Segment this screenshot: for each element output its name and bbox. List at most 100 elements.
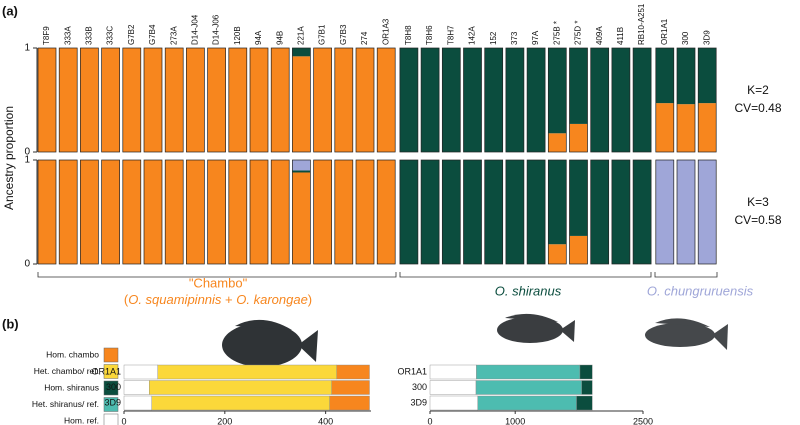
ancestry-segment (292, 56, 311, 152)
y-tick-label: 1 (24, 155, 30, 166)
fish-image (222, 319, 318, 367)
ancestry-segment (484, 160, 503, 264)
bar-outline (505, 47, 525, 153)
sample-label: 221A (297, 26, 306, 45)
genotype-segment (331, 380, 370, 395)
legend-label: Hom. ref. (64, 415, 99, 425)
sample-label: RB10-A251 (637, 3, 646, 45)
genotype-segment (149, 380, 332, 395)
y-tick-label: 0 (24, 147, 30, 158)
ancestry-segment (356, 160, 374, 264)
genotype-segment (123, 395, 152, 411)
bar-outline (186, 47, 205, 153)
bar-outline (101, 159, 120, 265)
genotype-segment (576, 395, 593, 411)
legend-swatch (103, 347, 119, 363)
ancestry-segment (677, 48, 695, 105)
bar-outline (547, 47, 567, 153)
bar-outline (58, 159, 78, 265)
genotype-segment (123, 380, 150, 395)
row-label: 3D9 (410, 397, 427, 407)
ancestry-segment (548, 133, 567, 152)
genotype-segment (579, 364, 593, 380)
ancestry-segment (611, 48, 630, 152)
ancestry-segment (144, 48, 162, 152)
ancestry-segment (313, 160, 332, 264)
ancestry-segment (677, 104, 695, 152)
ancestry-segment (590, 160, 609, 264)
bar-outline (590, 159, 610, 265)
ancestry-segment (80, 160, 99, 264)
ancestry-segment (101, 48, 120, 152)
bar-outline (526, 159, 546, 265)
sample-label: OR1A3 (381, 18, 390, 45)
ancestry-segment (421, 160, 440, 264)
ancestry-segment (548, 244, 567, 264)
bar-outline (676, 159, 696, 265)
bar-outline (122, 47, 142, 153)
sample-label: OR1A1 (660, 18, 669, 45)
x-tick-label: 0 (121, 416, 126, 425)
bar-outline (228, 47, 248, 153)
ancestry-segment (271, 48, 290, 152)
bar-outline (484, 159, 504, 265)
sample-label: 373 (510, 31, 519, 45)
fish-image (497, 313, 575, 343)
ancestry-segment (569, 160, 588, 236)
sample-label: T8F9 (42, 26, 51, 45)
bar-outline (399, 47, 419, 153)
genotype-segment (123, 364, 158, 380)
bar-outline (463, 47, 482, 153)
sample-label: 3D9 (702, 30, 711, 45)
bar-outline (207, 47, 226, 153)
ancestry-segment (334, 48, 353, 152)
ancestry-segment (250, 48, 268, 152)
legend-swatch (103, 413, 119, 425)
sample-label: 275D * (574, 21, 583, 45)
bar-outline (313, 47, 332, 153)
bar-outline (420, 159, 440, 265)
ancestry-segment (569, 123, 588, 152)
ancestry-segment (356, 48, 374, 152)
ancestry-segment (442, 48, 461, 152)
ancestry-segment (59, 48, 78, 152)
ancestry-segment (165, 48, 184, 152)
bar-outline (611, 159, 631, 265)
ancestry-segment (144, 160, 162, 264)
genotype-segment (477, 395, 577, 411)
ancestry-segment (377, 48, 396, 152)
sample-label: 120B (233, 26, 242, 45)
legend-swatch (103, 380, 119, 396)
sample-label: 275B * (552, 21, 561, 45)
ancestry-segment (463, 160, 482, 264)
ancestry-segment (611, 160, 630, 264)
group-label: O. shiranus (495, 283, 562, 298)
genotype-segment (429, 380, 477, 395)
genotype-segment (336, 364, 370, 380)
bar-outline (207, 159, 226, 265)
ancestry-segment (186, 48, 205, 152)
sample-label: D14-J04 (191, 14, 200, 45)
bar-outline (547, 159, 567, 265)
ancestry-segment (399, 160, 418, 264)
ancestry-segment (677, 160, 695, 264)
bar-outline (655, 47, 675, 153)
bar-outline (122, 159, 142, 265)
bar-outline (334, 47, 354, 153)
bar-outline (569, 47, 588, 153)
sample-label: G7B4 (148, 24, 157, 45)
ancestry-segment (463, 48, 482, 152)
bar-outline (441, 47, 461, 153)
bar-outline (37, 47, 57, 153)
legend-label: Hom. shiranus (44, 382, 99, 392)
ancestry-segment (655, 48, 674, 104)
legend-label: Hom. chambo (46, 349, 99, 359)
bar-outline (164, 159, 184, 265)
sample-label: T8H7 (446, 25, 455, 45)
bar-outline (164, 47, 184, 153)
row-label: 300 (106, 382, 121, 392)
bar-outline (526, 47, 546, 153)
bar-outline (420, 47, 440, 153)
ancestry-segment (292, 160, 311, 171)
